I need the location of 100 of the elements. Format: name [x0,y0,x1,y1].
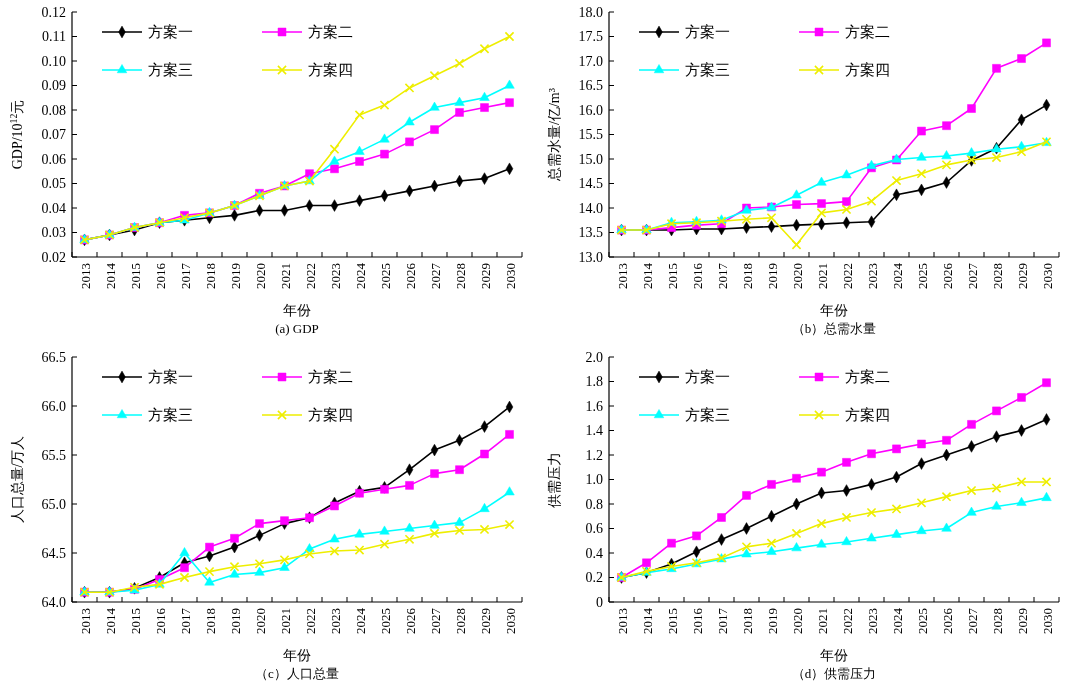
y-tick-label: 0.07 [41,127,66,143]
x-tick-label: 2026 [402,607,418,634]
y-tick-label: 0 [596,594,603,610]
legend-label: 方案三 [685,407,730,424]
legend-label: 方案一 [685,369,730,386]
y-tick-label: 65.0 [41,496,66,512]
y-tick-label: 66.0 [41,398,66,414]
x-tick-label: 2023 [327,608,343,634]
y-tick-label: 0.8 [585,496,603,512]
legend-label: 方案二 [308,24,353,41]
y-tick-label: 16.5 [578,78,603,94]
y-tick-label: 0.12 [41,4,66,20]
x-tick-label: 2021 [277,608,293,634]
y-axis-title: 供需压力 [547,451,562,508]
x-tick-label: 2027 [427,607,443,634]
x-tick-label: 2019 [764,608,780,634]
x-tick-label: 2020 [789,608,805,634]
y-tick-label: 15.0 [578,151,603,167]
legend-label: 方案四 [308,62,353,79]
y-tick-label: 0.02 [41,249,66,265]
x-axis-title: 年份 [820,648,848,663]
legend-label: 方案三 [148,62,193,79]
x-tick-label: 2014 [102,607,118,634]
y-tick-label: 2.0 [585,349,603,365]
text: （d）供需压力 [791,666,877,681]
x-tick-label: 2022 [302,263,318,289]
legend-label: 方案三 [685,62,730,79]
y-tick-label: 15.5 [578,127,603,143]
y-tick-label: 0.4 [585,545,603,561]
x-axis-title: 年份 [283,303,311,318]
x-tick-label: 2024 [352,262,368,289]
x-tick-label: 2028 [989,608,1005,634]
x-tick-label: 2018 [739,263,755,289]
x-tick-label: 2023 [864,263,880,289]
y-tick-label: 66.5 [41,349,66,365]
text: (a) GDP [275,321,319,336]
x-tick-label: 2030 [502,608,518,634]
x-tick-label: 2015 [127,608,143,634]
y-tick-label: 13.0 [578,249,603,265]
x-tick-label: 2018 [202,263,218,289]
x-tick-label: 2016 [152,262,168,289]
y-tick-label: 0.6 [585,521,603,537]
x-tick-label: 2017 [177,607,193,634]
x-tick-label: 2029 [1014,263,1030,289]
x-tick-label: 2021 [814,263,830,289]
y-tick-label: 17.5 [578,29,603,45]
y-tick-label: 1.4 [585,423,603,439]
x-tick-label: 2025 [914,608,930,634]
x-tick-label: 2027 [964,607,980,634]
x-tick-label: 2014 [102,262,118,289]
x-tick-label: 2026 [939,262,955,289]
x-tick-label: 2020 [789,263,805,289]
x-tick-label: 2027 [964,262,980,289]
y-tick-label: 0.05 [41,176,66,192]
y-tick-label: 64.5 [41,545,66,561]
x-tick-label: 2022 [302,608,318,634]
x-tick-label: 2018 [739,608,755,634]
legend-label: 方案二 [845,369,890,386]
x-tick-label: 2028 [452,608,468,634]
x-tick-label: 2028 [989,263,1005,289]
x-tick-label: 2014 [639,262,655,289]
x-tick-label: 2015 [664,608,680,634]
y-tick-label: 0.08 [41,102,66,118]
y-axis-title: 总需水量/亿/m³ [547,88,562,182]
y-tick-label: 1.2 [585,447,603,463]
legend-label: 方案四 [845,407,890,424]
x-tick-label: 2019 [227,263,243,289]
y-tick-label: 17.0 [578,53,603,69]
y-tick-label: 0.03 [41,225,66,241]
legend-label: 方案四 [308,407,353,424]
y-tick-label: 18.0 [578,4,603,20]
legend-label: 方案二 [308,369,353,386]
x-tick-label: 2023 [327,263,343,289]
y-tick-label: 1.0 [585,472,603,488]
text: （b）总需水量 [791,321,877,336]
x-tick-label: 2016 [689,262,705,289]
x-tick-label: 2026 [402,262,418,289]
x-tick-label: 2015 [664,263,680,289]
x-tick-label: 2030 [502,263,518,289]
y-tick-label: 64.0 [41,594,66,610]
x-tick-label: 2024 [889,262,905,289]
x-tick-label: 2017 [714,607,730,634]
x-tick-label: 2024 [352,607,368,634]
y-tick-label: 13.5 [578,225,603,241]
x-tick-label: 2022 [839,263,855,289]
x-tick-label: 2019 [764,263,780,289]
x-tick-label: 2027 [427,262,443,289]
text: （c）人口总量 [255,666,339,681]
x-tick-label: 2017 [177,262,193,289]
x-tick-label: 2020 [252,608,268,634]
legend-label: 方案一 [148,369,193,386]
y-tick-label: 14.0 [578,200,603,216]
x-tick-label: 2018 [202,608,218,634]
y-tick-label: 0.09 [41,78,66,94]
x-tick-label: 2013 [614,263,630,289]
y-tick-label: 0.06 [41,151,66,167]
x-tick-label: 2022 [839,608,855,634]
x-tick-label: 2016 [689,607,705,634]
y-tick-label: 0.11 [42,29,66,45]
x-tick-label: 2029 [477,608,493,634]
